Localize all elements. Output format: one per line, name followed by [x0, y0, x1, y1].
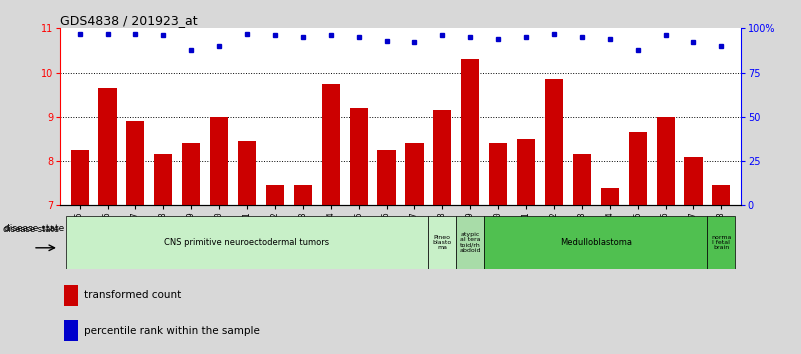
Bar	[64, 320, 78, 341]
Bar	[545, 79, 563, 205]
Bar	[429, 216, 457, 269]
Bar	[322, 84, 340, 205]
Bar	[405, 143, 424, 205]
Text: GDS4838 / 201923_at: GDS4838 / 201923_at	[60, 14, 198, 27]
Bar	[210, 117, 228, 205]
Bar	[457, 216, 485, 269]
Text: CNS primitive neuroectodermal tumors: CNS primitive neuroectodermal tumors	[164, 238, 329, 247]
Bar	[517, 139, 535, 205]
Bar	[294, 185, 312, 205]
Text: atypic
al tera
toid/rh
abdoid: atypic al tera toid/rh abdoid	[460, 232, 481, 253]
Bar	[601, 188, 619, 205]
Bar	[433, 110, 452, 205]
Bar	[712, 185, 731, 205]
Bar	[238, 141, 256, 205]
Bar	[66, 216, 429, 269]
Bar	[182, 143, 200, 205]
Text: percentile rank within the sample: percentile rank within the sample	[84, 326, 260, 336]
Text: transformed count: transformed count	[84, 290, 181, 300]
Bar	[349, 108, 368, 205]
Bar	[377, 150, 396, 205]
Bar	[684, 157, 702, 205]
Bar	[629, 132, 646, 205]
Text: norma
l fetal
brain: norma l fetal brain	[711, 235, 731, 250]
Bar	[707, 216, 735, 269]
Bar	[485, 216, 707, 269]
Text: disease state: disease state	[3, 225, 59, 234]
Bar	[489, 143, 507, 205]
Bar	[266, 185, 284, 205]
Text: Pineo
blasto
ma: Pineo blasto ma	[433, 235, 452, 250]
Text: disease state: disease state	[4, 224, 64, 233]
Bar	[657, 117, 674, 205]
Bar	[70, 150, 89, 205]
Bar	[64, 285, 78, 306]
Bar	[155, 154, 172, 205]
Text: Medulloblastoma: Medulloblastoma	[560, 238, 632, 247]
Bar	[127, 121, 144, 205]
Bar	[99, 88, 117, 205]
Bar	[461, 59, 479, 205]
Bar	[573, 154, 591, 205]
